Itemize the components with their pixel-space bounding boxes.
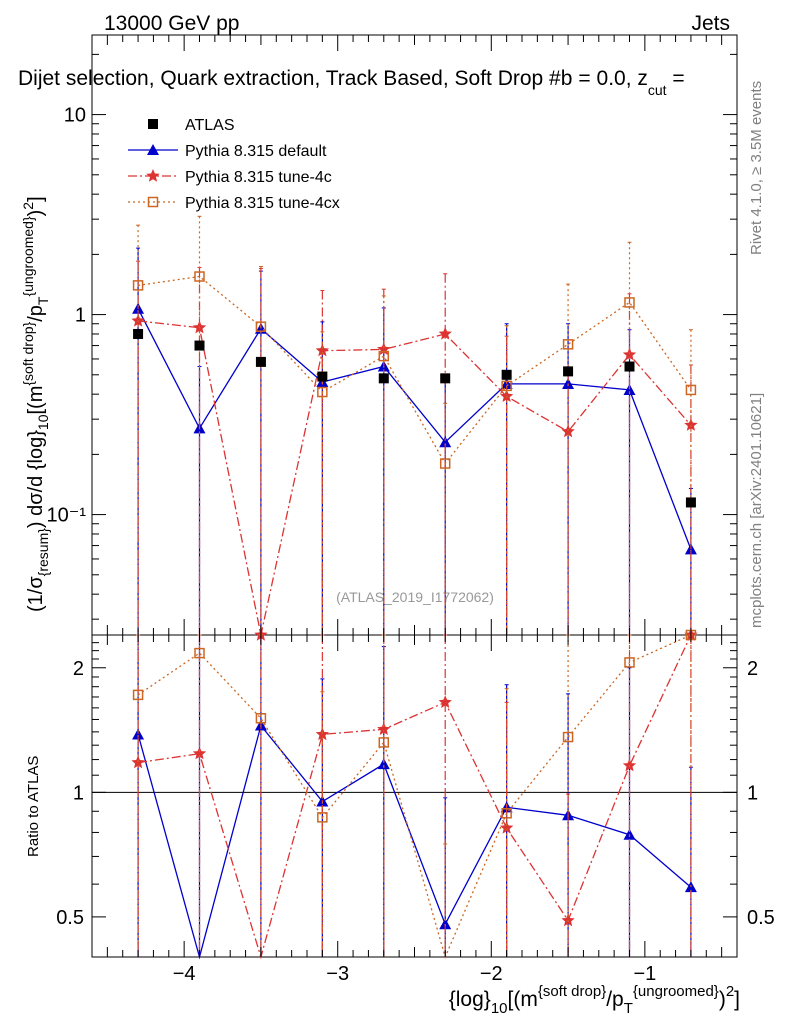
point-tune4cx [624,297,635,308]
ratio-point-tune4cx [317,812,328,823]
series-line-tune4c [138,320,692,636]
x-axis-label: {log}10[(m{soft drop}/pT{ungroomed})2] [449,983,740,1017]
main-y-axis-label: (1/σ{resum}) dσ/d {log}10[(m{soft drop}/… [20,196,51,612]
ratio-series-default [132,634,697,960]
rivet-version-label: Rivet 4.1.0, ≥ 3.5M events [748,81,765,255]
ratio-y-axis-label: Ratio to ATLAS [25,756,42,857]
plot-title-tail: = 0.0, z [578,67,647,90]
plot-title-main: Dijet selection, Quark extraction, Track… [18,67,572,90]
legend-label-data: ATLAS [185,117,235,134]
point-tune4cx [132,280,144,291]
main-y-tick-label: 1 [75,305,86,327]
point-data [501,369,512,380]
point-data [317,371,328,382]
legend-label-tune4cx: Pythia 8.315 tune-4cx [185,195,340,212]
plot-title-sub: cut [648,82,667,98]
plot-title: Dijet selection, Quark extraction, Track… [18,67,685,98]
header-observable: Jets [691,12,730,35]
point-data [624,361,635,372]
point-tune4c [438,327,452,340]
ratio-line-default [137,724,692,960]
ratio-point-tune4c [377,722,391,735]
series-line-default [137,308,692,550]
point-data [255,356,266,367]
ratio-point-tune4cx [255,713,267,724]
ratio-line-tune4cx [137,634,692,959]
ratio-point-tune4c [438,695,452,708]
point-data [563,366,574,377]
point-tune4cx [501,380,512,392]
legend-label-default: Pythia 8.315 default [185,143,327,160]
series-default [132,247,697,635]
point-tune4cx [562,339,574,350]
series-data [133,328,696,508]
series-line-tune4cx [138,275,692,465]
ratio-point-default [439,918,452,930]
ratio-y-tick-label: 0.5 [56,907,84,929]
point-data [685,497,696,508]
legend-marker-tune4cx [147,196,159,208]
point-data [378,373,389,384]
point-default [623,383,636,395]
legend-entry-tune4cx: Pythia 8.315 tune-4cx [128,195,340,212]
ratio-y-tick-label-right: 0.5 [747,907,775,929]
ratio-point-tune4cx [132,689,144,701]
ratio-y-tick-label-right: 1 [747,782,758,804]
ratio-y-tick-label: 1 [73,782,84,804]
point-tune4cx [685,384,697,396]
point-data [133,328,144,339]
ratio-point-tune4cx [378,737,390,748]
mcplots-label: mcplots.cern.ch [arXiv:2401.10621] [748,393,765,628]
point-tune4cx [317,386,328,398]
point-data [194,340,205,351]
ratio-point-tune4c [192,746,207,760]
header-process: 13000 GeV pp [104,12,239,35]
series-tune4cx [132,215,697,635]
ratio-series-tune4cx [132,629,697,959]
main-y-tick-label: 10⁻¹ [47,505,87,527]
main-y-tick-label: 10 [64,105,86,127]
plot-title-end: = [667,67,685,90]
ratio-point-tune4cx [501,808,512,819]
x-tick-label: −4 [173,963,196,985]
analysis-watermark: (ATLAS_2019_I1772062) [336,589,494,605]
legend-entry-data: ATLAS [148,117,235,134]
ratio-y-tick-label-right: 2 [747,658,758,680]
ratio-point-default [377,758,390,770]
legend-marker-data [148,119,158,129]
point-tune4cx [194,271,205,282]
series-tune4c [131,260,698,641]
ratio-point-tune4cx [624,657,635,668]
point-default [439,436,452,448]
x-tick-label: −1 [633,963,656,985]
legend-entry-tune4c: Pythia 8.315 tune-4c [128,169,332,186]
point-tune4c [684,418,698,431]
ratio-point-tune4cx [194,647,205,659]
ratio-point-tune4c [500,821,514,834]
point-data [440,373,451,384]
ratio-point-tune4c [561,913,575,927]
x-tick-label: −2 [480,963,503,985]
legend-label-tune4c: Pythia 8.315 tune-4c [185,169,332,186]
point-tune4cx [255,321,267,332]
ratio-point-tune4cx [562,731,574,743]
ratio-line-tune4c [138,634,692,960]
legend-marker-default [147,144,159,155]
point-tune4c [315,343,329,357]
point-tune4cx [378,350,390,362]
point-tune4cx [439,458,451,469]
legend-entry-default: Pythia 8.315 default [128,143,327,160]
legend-marker-tune4c [146,169,160,182]
ratio-panel-frame [91,634,738,958]
x-tick-label: −3 [326,963,349,985]
ratio-y-tick-label: 2 [73,658,84,680]
